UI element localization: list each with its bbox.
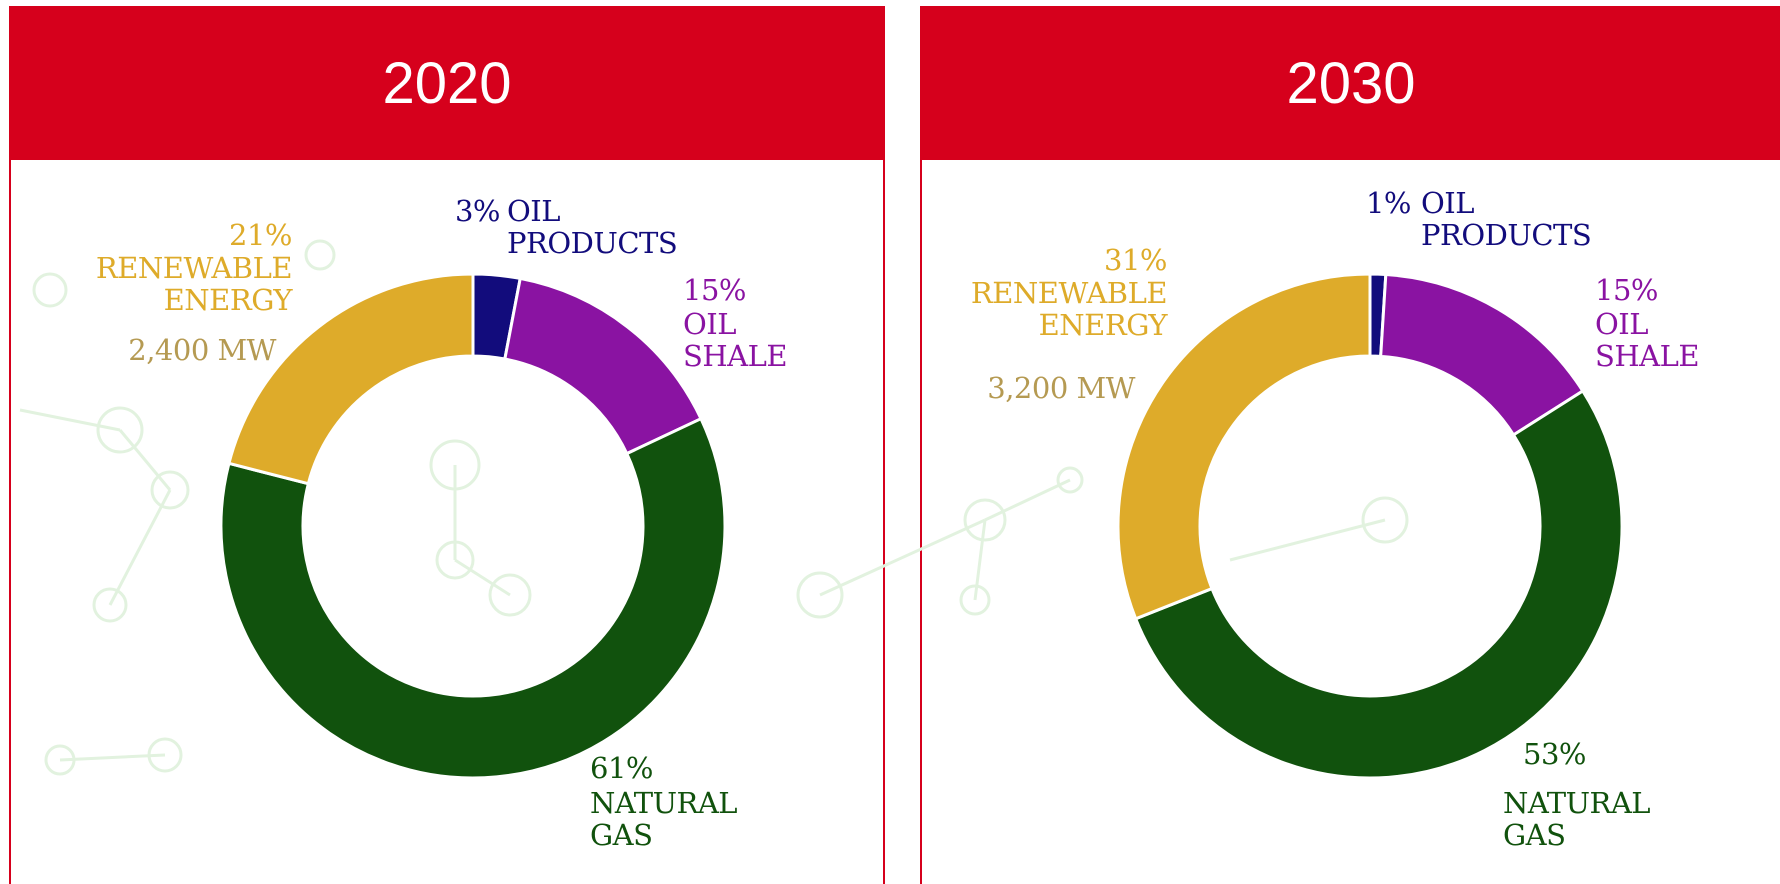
- category-label: NATURAL GAS: [590, 786, 738, 852]
- panel: [9, 6, 885, 884]
- donut-slice: [1116, 272, 1372, 621]
- data-label: 3%: [454, 194, 501, 228]
- panel: [920, 6, 1780, 884]
- category-label: OIL PRODUCTS: [1421, 186, 1592, 252]
- data-label: 31%: [1104, 243, 1167, 277]
- donut-slice: [503, 276, 704, 456]
- data-label: 61%: [590, 751, 653, 785]
- donut-slice: [1133, 388, 1624, 780]
- annotation: 3,200 MW: [987, 371, 1135, 405]
- annotation: 2,400 MW: [128, 333, 276, 367]
- category-label: OIL PRODUCTS: [507, 194, 678, 260]
- donut-slice: [219, 416, 727, 780]
- data-label: 21%: [229, 218, 292, 252]
- data-label: 15%: [1595, 273, 1658, 307]
- category-label: OIL SHALE: [683, 307, 788, 373]
- category-label: RENEWABLE ENERGY: [970, 276, 1168, 342]
- data-label: 1%: [1365, 186, 1412, 220]
- data-label: 15%: [683, 273, 746, 307]
- chart-title: 2030: [920, 6, 1780, 160]
- category-label: NATURAL GAS: [1503, 786, 1651, 852]
- category-label: RENEWABLE ENERGY: [95, 251, 293, 317]
- chart-title: 2020: [9, 6, 885, 160]
- background-pattern: [19, 239, 1409, 776]
- donut-slice: [227, 272, 475, 486]
- category-label: OIL SHALE: [1595, 307, 1700, 373]
- data-label: 53%: [1523, 737, 1586, 771]
